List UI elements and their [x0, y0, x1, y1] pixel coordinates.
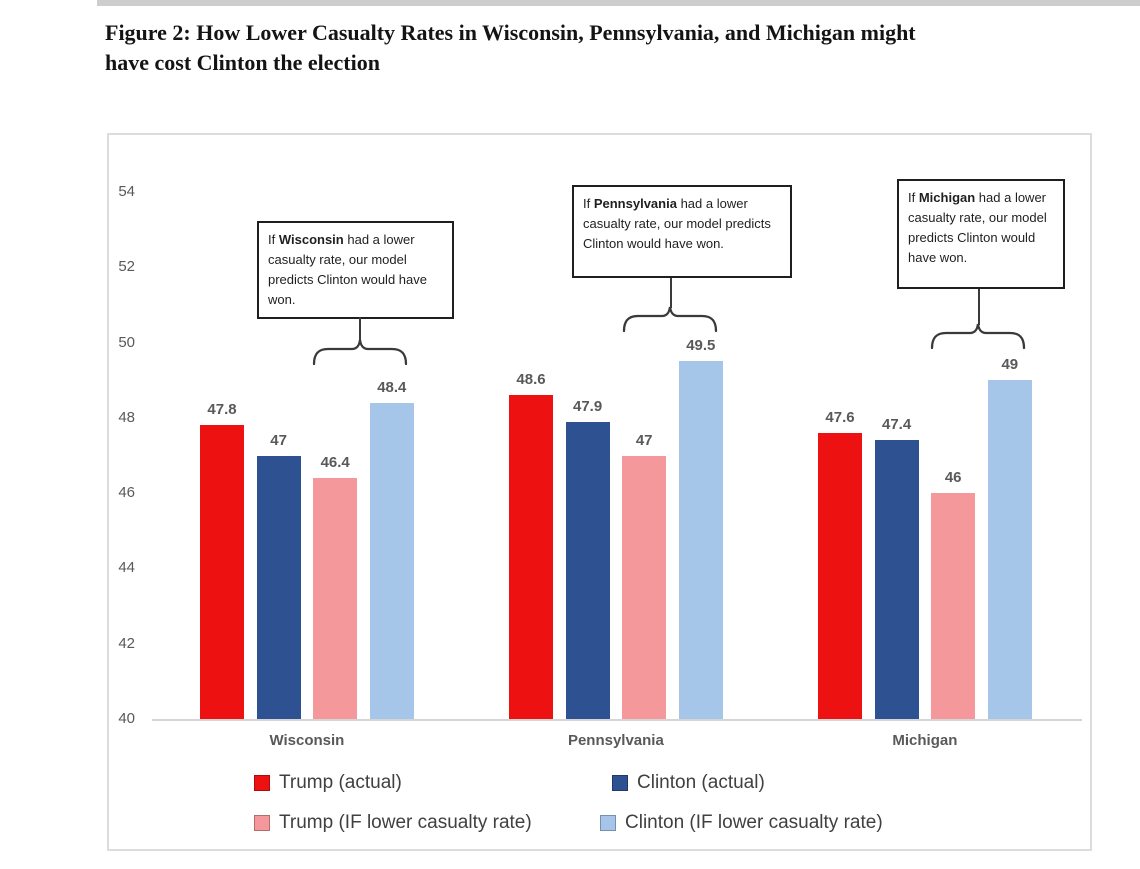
annotation-box-wisconsin: If Wisconsin had a lower casualty rate, … [257, 221, 454, 319]
brace-icon-pennsylvania [622, 303, 718, 333]
bar-wisconsin-trump-if-lower-casualty-rate [313, 478, 358, 719]
chart-area: 54 52 50 48 46 44 42 40 47.8 47 46.4 48.4 Wisconsin 4… [107, 133, 1092, 851]
bar-pennsylvania-trump-actual [509, 395, 553, 719]
y-tick-label-52: 52 [118, 258, 135, 276]
figure-title-line2: have cost Clinton the election [105, 50, 380, 75]
value-label-michigan-clinton-actual: 47.4 [881, 416, 912, 434]
annotation-box-pennsylvania: If Pennsylvania had a lower casualty rat… [572, 185, 792, 278]
top-divider [97, 0, 1140, 6]
value-label-wisconsin-clinton-if-lower-casualty-rate: 48.4 [377, 378, 407, 396]
annotation-state-name: Wisconsin [278, 232, 344, 247]
legend-label-clinton-actual: Clinton (actual) [637, 772, 765, 793]
bar-pennsylvania-clinton-if-lower-casualty-rate [678, 361, 723, 719]
brace-stem-pennsylvania [670, 278, 672, 308]
brace-stem-wisconsin [359, 317, 361, 341]
y-tick-label-54: 54 [118, 183, 135, 200]
brace-icon-wisconsin [312, 336, 408, 366]
legend-item-trump-actual: Trump (actual) [254, 772, 402, 794]
bar-michigan-trump-if-lower-casualty-rate [931, 493, 976, 719]
legend-swatch-trump-actual [254, 775, 270, 791]
value-label-pennsylvania-clinton-if-lower-casualty-rate: 49.5 [686, 337, 716, 355]
annotation-box-michigan: If Michigan had a lower casualty rate, o… [897, 179, 1065, 289]
bar-wisconsin-trump-actual [200, 425, 244, 719]
bar-michigan-clinton-actual [874, 440, 919, 719]
bar-wisconsin-clinton-if-lower-casualty-rate [369, 402, 414, 719]
value-label-wisconsin-trump-if-lower-casualty-rate: 46.4 [320, 454, 350, 472]
legend-item-clinton-if-lower-casualty-rate: Clinton (IF lower casualty rate) [600, 812, 883, 834]
bar-michigan-clinton-if-lower-casualty-rate [987, 380, 1032, 719]
annotation-state-name: Michigan [918, 190, 976, 205]
value-label-pennsylvania-trump-actual: 48.6 [516, 371, 546, 389]
figure-title: Figure 2: How Lower Casualty Rates in Wi… [105, 18, 1065, 78]
y-tick-label-40: 40 [118, 710, 135, 727]
brace-stem-michigan [978, 289, 980, 325]
annotation-state-name: Pennsylvania [593, 196, 677, 211]
category-label-michigan: Michigan [892, 732, 958, 749]
value-label-wisconsin-trump-actual: 47.8 [207, 401, 237, 419]
value-label-wisconsin-clinton-actual: 47 [270, 431, 287, 449]
legend-item-clinton-actual: Clinton (actual) [612, 772, 765, 794]
value-label-michigan-trump-actual: 47.6 [825, 408, 855, 426]
value-label-michigan-clinton-if-lower-casualty-rate: 49 [1001, 356, 1019, 374]
brace-icon-michigan [930, 320, 1026, 350]
bar-wisconsin-clinton-actual [256, 455, 301, 719]
bar-pennsylvania-clinton-actual [565, 421, 610, 719]
y-tick-label-48: 48 [118, 408, 135, 426]
y-tick-label-42: 42 [118, 634, 135, 652]
bar-michigan-trump-actual [818, 432, 862, 719]
x-axis-line [152, 719, 1082, 721]
value-label-pennsylvania-clinton-actual: 47.9 [572, 397, 603, 415]
category-label-pennsylvania: Pennsylvania [567, 732, 664, 749]
y-tick-label-50: 50 [118, 333, 135, 351]
legend-label-trump-actual: Trump (actual) [279, 772, 402, 793]
legend-label-trump-if-lower-casualty-rate: Trump (IF lower casualty rate) [279, 812, 532, 833]
legend-swatch-clinton-if-lower-casualty-rate [600, 815, 616, 831]
value-label-michigan-trump-if-lower-casualty-rate: 46 [944, 469, 962, 487]
y-tick-label-44: 44 [118, 559, 135, 577]
category-label-wisconsin: Wisconsin [269, 732, 345, 749]
figure-title-line1: Figure 2: How Lower Casualty Rates in Wi… [105, 20, 916, 45]
legend-item-trump-if-lower-casualty-rate: Trump (IF lower casualty rate) [254, 812, 532, 834]
legend-swatch-clinton-actual [612, 775, 628, 791]
legend-swatch-trump-if-lower-casualty-rate [254, 815, 270, 831]
bar-pennsylvania-trump-if-lower-casualty-rate [622, 455, 667, 719]
y-tick-label-46: 46 [118, 484, 135, 502]
value-label-pennsylvania-trump-if-lower-casualty-rate: 47 [635, 431, 653, 449]
legend-label-clinton-if-lower-casualty-rate: Clinton (IF lower casualty rate) [625, 812, 883, 833]
